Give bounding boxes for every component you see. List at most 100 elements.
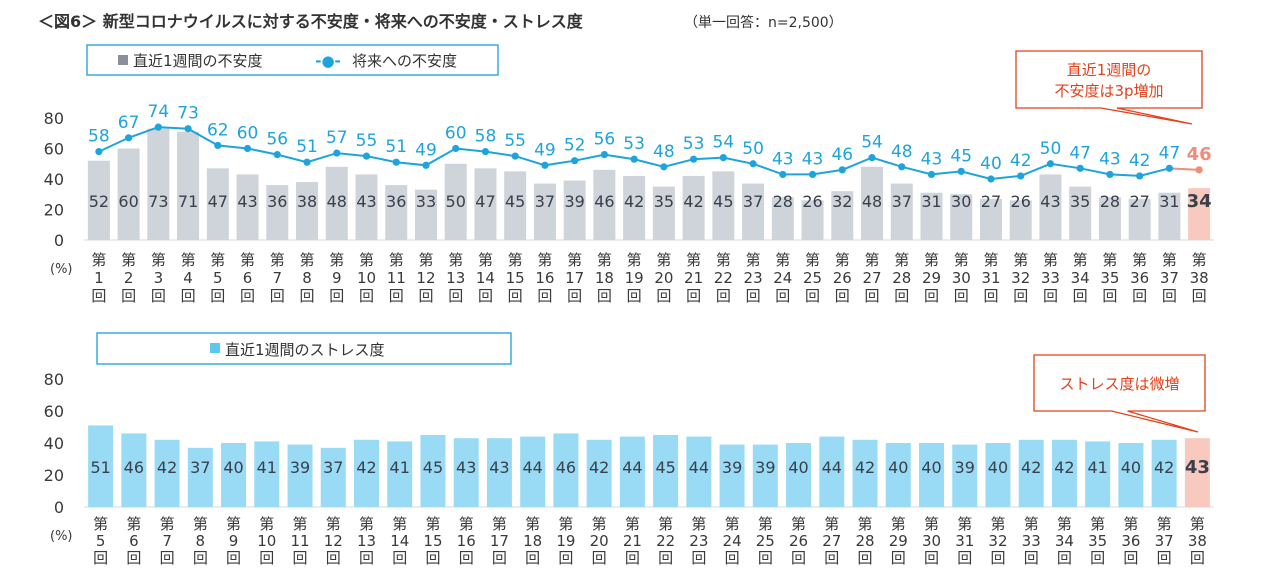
bar [1158, 192, 1181, 240]
bar [1188, 188, 1211, 240]
bar-value-label: 47 [208, 192, 228, 211]
category-label-part: 20 [590, 532, 609, 550]
category-label-part: 回 [193, 549, 208, 567]
line-value-label: 49 [415, 140, 437, 160]
line-value-label: 55 [356, 131, 378, 151]
bar-value-label: 46 [124, 458, 144, 477]
bar-value-label: 47 [475, 192, 495, 211]
bar [985, 443, 1011, 507]
bar-value-label: 42 [589, 458, 609, 477]
category-label-part: 第 [1162, 251, 1177, 269]
category-label-part: 回 [160, 549, 175, 567]
category-label: 第9回 [226, 515, 241, 567]
bar [686, 436, 712, 507]
category-label-part: 7 [162, 532, 172, 550]
bar-value-label: 31 [1159, 192, 1179, 211]
line-value-label: 51 [385, 137, 407, 157]
bar-value-label: 37 [190, 458, 210, 477]
line-point [987, 175, 995, 183]
category-label-part: 回 [425, 549, 440, 567]
bar [387, 441, 413, 507]
category-label-part: 第 [954, 251, 969, 269]
line-value-label: 67 [118, 113, 140, 133]
bar-value-label: 40 [1121, 458, 1141, 477]
category-label-part: 第 [805, 251, 820, 269]
bar [154, 439, 180, 507]
bar-value-label: 44 [622, 458, 642, 477]
line-point [1076, 164, 1084, 172]
category-label-part: 第 [894, 251, 909, 269]
category-label-part: 第 [160, 515, 175, 533]
line-value-label: 45 [950, 146, 972, 166]
line-point [719, 154, 727, 162]
category-label-part: 21 [623, 532, 642, 550]
category-label-part: 回 [954, 287, 969, 305]
bar-value-label: 27 [981, 192, 1001, 211]
bar [653, 435, 679, 507]
bar [221, 443, 247, 507]
bar [504, 171, 527, 240]
category-label-part: 31 [955, 532, 974, 550]
category-label-part: 回 [1057, 549, 1072, 567]
bar-value-label: 37 [323, 458, 343, 477]
bar [979, 198, 1002, 240]
bar [742, 183, 765, 240]
line-value-label: 53 [683, 134, 705, 154]
bar-value-label: 71 [178, 192, 198, 211]
category-label-part: 回 [894, 287, 909, 305]
category-label-part: 回 [1102, 287, 1117, 305]
bar [354, 439, 379, 507]
category-label-part: 12 [324, 532, 343, 550]
category-label-part: 回 [259, 549, 274, 567]
category-label-part: 回 [91, 287, 106, 305]
category-label-part: 回 [525, 549, 540, 567]
category-label-part: 第 [210, 251, 225, 269]
category-label-part: 回 [181, 287, 196, 305]
bar [852, 439, 878, 507]
legend-swatch-bar [210, 343, 220, 353]
category-label-part: 第 [924, 515, 939, 533]
category-label-part: 38 [1188, 532, 1207, 550]
line-value-label: 46 [831, 145, 853, 165]
line-point [1046, 160, 1055, 168]
callout-box [1015, 50, 1203, 125]
bar [1184, 438, 1210, 507]
category-label-part: 第 [1043, 251, 1058, 269]
category-label-part: 第 [226, 515, 241, 533]
bar [520, 436, 546, 507]
category-label-part: 回 [625, 549, 640, 567]
bar-value-label: 28 [773, 192, 793, 211]
bar [786, 443, 812, 507]
bar [682, 175, 705, 240]
bar-value-label: 41 [257, 458, 277, 477]
category-label-part: 第 [392, 515, 407, 533]
category-label-part: 34 [1055, 532, 1074, 550]
line-point [630, 155, 638, 163]
bar-value-label: 38 [297, 192, 317, 211]
category-label-part: 18 [523, 532, 542, 550]
bar [533, 183, 556, 240]
bar-value-label: 26 [1011, 192, 1031, 211]
bar [1009, 200, 1032, 240]
bar [920, 192, 943, 240]
bar-value-label: 60 [118, 192, 138, 211]
line-value-label: 57 [326, 128, 348, 148]
category-label-part: 第 [1073, 251, 1088, 269]
category-label: 第7回 [270, 251, 285, 305]
category-label-part: 37 [1160, 269, 1179, 287]
category-label-part: 第 [716, 251, 731, 269]
bar [890, 183, 913, 240]
